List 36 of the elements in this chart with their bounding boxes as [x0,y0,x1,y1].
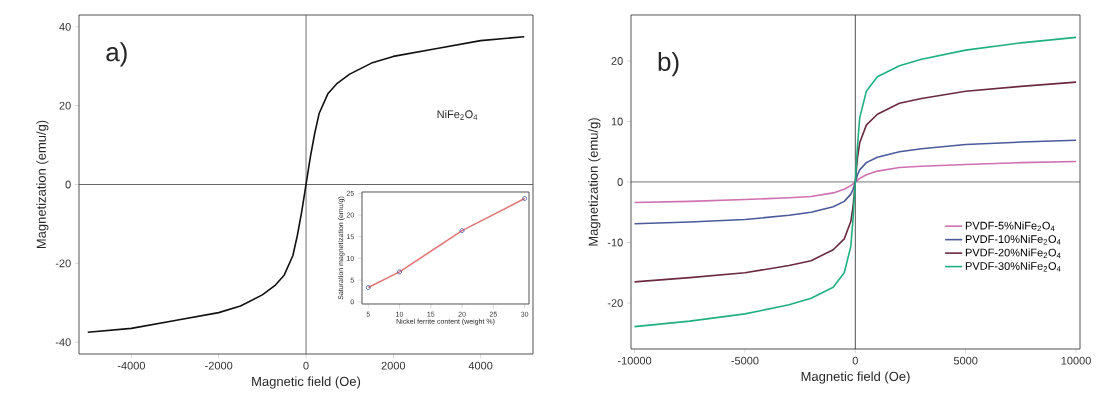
x-tick-label: -4000 [117,361,146,370]
legend-label: PVDF-10%NiFe$_{2}$O$_{4}$ [965,234,1061,245]
x-tick-label: 5000 [953,356,978,365]
x-tick-label: 2000 [381,361,406,370]
annotation: a) [106,42,127,67]
point [522,196,528,201]
legend-label: PVDF-30%NiFe$_{2}$O$_{4}$ [965,261,1061,272]
y-axis-title: Magnetization (emu/g) [36,120,49,249]
y-tick-label: 10 [611,117,623,126]
y-tick-label: 20 [611,57,623,65]
x-tick-label: 4000 [468,361,493,370]
y-tick-label: 0 [617,178,623,186]
x-tick-label: 0 [303,361,309,370]
x-tick-label: 0 [852,356,858,365]
y-tick-label: -20 [607,299,623,307]
legend-label: PVDF-5%NiFe$_{2}$O$_{4}$ [965,221,1055,232]
y-tick-label: 0 [65,180,71,189]
y-tick-label: -10 [607,238,623,247]
x-axis-title: Magnetic field (Oe) [801,371,910,384]
x-tick-label: 10000 [1061,356,1091,365]
line-series [367,197,526,289]
point [365,285,371,290]
x-tick-label: -5000 [731,356,759,365]
point [397,269,402,275]
x-tick-label: -10000 [617,356,652,365]
y-axis-title: Magnetization (emu/g) [588,118,601,246]
annotation: b) [658,51,679,77]
x-axis-title: Magnetic field (Oe) [252,376,361,389]
point [459,228,465,234]
x-tick-label: -2000 [205,361,233,370]
y-tick-label: -20 [55,259,71,268]
y-tick-label: 20 [59,101,71,110]
legend-label: PVDF-20%NiFe$_{2}$O$_{4}$ [965,248,1061,258]
annotation: NiFe$_{2}$O$_{4}$ [437,110,478,120]
y-tick-label: 40 [59,22,71,31]
y-tick-label: -40 [55,338,71,347]
